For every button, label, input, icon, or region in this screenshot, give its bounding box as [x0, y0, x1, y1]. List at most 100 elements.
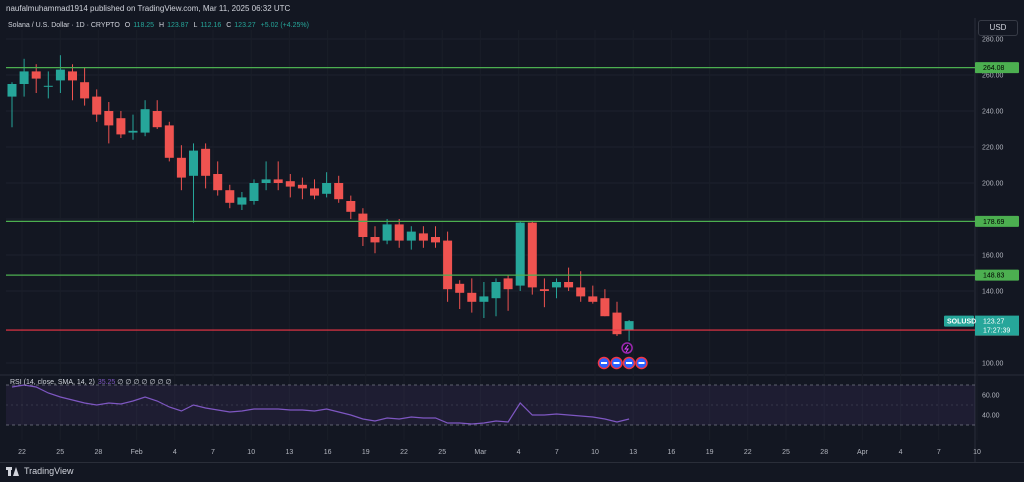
candle-body	[455, 283, 465, 293]
open-label: O	[124, 22, 131, 29]
flag-stripe	[626, 362, 632, 364]
low-label: L	[193, 22, 198, 29]
candle-body	[297, 184, 307, 189]
candle-body	[612, 312, 622, 335]
time-tick-label: 22	[744, 449, 752, 456]
candle-body	[164, 125, 174, 158]
change-value: +5.02 (+4.25%)	[260, 22, 309, 29]
candle-body	[503, 278, 513, 290]
candle-body	[7, 84, 17, 97]
level-badge-178.69	[975, 215, 1019, 227]
flag-stripe	[638, 362, 645, 364]
time-tick-label: 28	[95, 449, 103, 456]
symbol-badge	[944, 315, 974, 327]
tradingview-logo[interactable]: TradingView	[6, 466, 74, 476]
time-tick-label: 10	[973, 449, 981, 456]
candle-body	[358, 213, 368, 237]
level-label-148.83: 148.83	[983, 273, 1005, 280]
candle-body	[249, 183, 259, 201]
high-label: H	[159, 22, 165, 29]
price-tick-label: 100.00	[982, 361, 1004, 368]
candle-body	[624, 321, 634, 331]
time-tick-label: Feb	[131, 449, 143, 456]
candle-body	[418, 233, 428, 241]
candle-body	[564, 282, 574, 288]
candle-body	[19, 71, 29, 84]
candle-body	[213, 174, 223, 191]
candle-body	[539, 289, 549, 291]
open-value: 118.25	[133, 22, 155, 29]
time-tick-label: 13	[629, 449, 637, 456]
price-chart[interactable]: 280.00260.00240.00220.00200.00180.00160.…	[0, 0, 1024, 462]
top-bar: naufalmuhammad1914 published on TradingV…	[0, 0, 1024, 18]
time-tick-label: 4	[517, 449, 521, 456]
time-tick-label: 16	[668, 449, 676, 456]
time-tick-label: Apr	[857, 449, 869, 456]
time-tick-label: 28	[820, 449, 828, 456]
candle-body	[116, 118, 126, 135]
candle-body	[140, 109, 150, 133]
candle-body	[201, 148, 211, 176]
candle-body	[176, 157, 186, 178]
candle-body	[382, 224, 392, 241]
candle-body	[189, 150, 198, 176]
candle-body	[491, 282, 501, 299]
rsi-value: 35.25	[97, 379, 116, 386]
price-tick-label: 160.00	[982, 253, 1004, 260]
time-tick-label: 4	[899, 449, 903, 456]
current-price-badge	[975, 315, 1019, 336]
flag-stripe	[601, 362, 607, 364]
candle-body	[527, 222, 537, 288]
symbol-title: Solana / U.S. Dollar · 1D · CRYPTO	[8, 22, 120, 29]
candle-body	[273, 179, 283, 183]
candle-body	[225, 190, 235, 203]
high-value: 123.87	[167, 22, 189, 29]
candle-body	[152, 111, 162, 128]
lightning-event-icon	[621, 342, 633, 354]
candle-body	[237, 197, 247, 205]
symbol-badge-label: SOLUSD	[947, 319, 976, 326]
price-tick-label: 220.00	[982, 145, 1004, 152]
level-label-178.69: 178.69	[983, 219, 1005, 226]
rsi-label: RSI (14, close, SMA, 14, 2)	[10, 379, 95, 386]
symbol-legend: Solana / U.S. Dollar · 1D · CRYPTO O 118.…	[8, 22, 312, 29]
low-value: 112.16	[200, 22, 222, 29]
lightning-bolt-icon	[624, 344, 630, 353]
flag-stripe	[613, 362, 620, 364]
time-tick-label: 7	[555, 449, 559, 456]
candle-body	[552, 282, 561, 288]
candle-body	[588, 296, 598, 302]
level-badge-264.08	[975, 62, 1019, 74]
candle-body	[322, 183, 332, 194]
time-tick-label: 22	[400, 449, 408, 456]
countdown-label: 17:27:39	[983, 328, 1010, 335]
level-badge-148.83	[975, 269, 1019, 281]
candle-body	[285, 181, 295, 187]
time-tick-label: 16	[324, 449, 332, 456]
candle-body	[68, 71, 77, 81]
level-label-264.08: 264.08	[983, 65, 1005, 72]
time-tick-label: 25	[438, 449, 446, 456]
candle-body	[600, 298, 610, 317]
candle-body	[261, 179, 271, 183]
candle-body	[310, 188, 319, 196]
price-tick-label: 260.00	[982, 73, 1004, 80]
time-tick-label: 19	[362, 449, 370, 456]
candle-body	[334, 183, 344, 200]
close-label: C	[226, 22, 232, 29]
time-tick-label: 25	[782, 449, 790, 456]
candle-body	[467, 292, 477, 302]
time-tick-label: 25	[56, 449, 64, 456]
candle-body	[128, 130, 138, 133]
candle-body	[92, 96, 102, 115]
time-tick-label: 19	[706, 449, 714, 456]
footer	[0, 462, 1024, 482]
current-price-label: 123.27	[983, 319, 1005, 326]
close-value: 123.27	[234, 22, 256, 29]
candle-body	[104, 111, 114, 126]
currency-button[interactable]: USD	[978, 20, 1018, 36]
candle-body	[55, 69, 65, 81]
time-tick-label: 22	[18, 449, 26, 456]
time-tick-label: 4	[173, 449, 177, 456]
price-tick-label: 240.00	[982, 109, 1004, 116]
